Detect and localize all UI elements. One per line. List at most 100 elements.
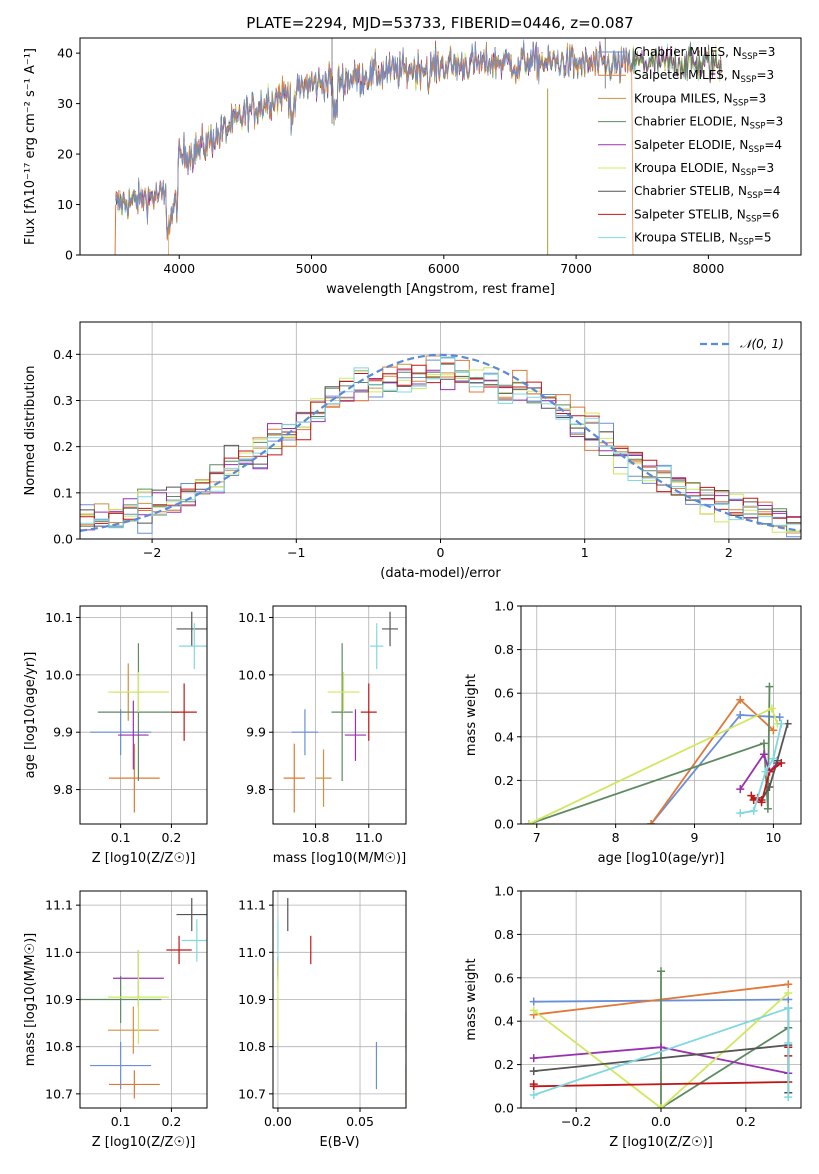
- plot-area-3: [283, 611, 399, 813]
- axes-frame: [520, 605, 802, 825]
- y-tick-label: 11.0: [45, 945, 73, 960]
- x-axis-label: mass [log10(M/M☉)]: [273, 851, 406, 866]
- y-axis-label: mass weight: [464, 674, 479, 756]
- weight-marker: [765, 682, 774, 691]
- x-tick-label: 2: [725, 545, 733, 560]
- x-tick-label: 0: [437, 545, 445, 560]
- figure-title: PLATE=2294, MJD=53733, FIBERID=0446, z=0…: [246, 14, 633, 32]
- y-tick-label: 30: [57, 96, 73, 111]
- y-tick-label: 20: [57, 147, 73, 162]
- axes-frame: [79, 37, 802, 256]
- x-tick-label: −1: [287, 545, 305, 560]
- y-axis-label: Flux [fλ10⁻¹⁷ erg cm⁻² s⁻¹ A⁻¹]: [23, 48, 38, 245]
- legend-label: Chabrier STELIB, NSSP=4: [634, 184, 781, 201]
- x-tick-label: 0.2: [161, 1114, 181, 1129]
- y-tick-label: 40: [57, 46, 73, 61]
- y-tick-label: 0.6: [494, 686, 514, 701]
- y-tick-label: 10.9: [45, 992, 73, 1007]
- weight-line: [760, 723, 789, 801]
- weight-line: [528, 707, 779, 824]
- spectrum-line: [115, 42, 633, 255]
- y-tick-label: 10.7: [45, 1086, 73, 1101]
- weight-marker: [759, 739, 768, 748]
- y-tick-label: 1.0: [494, 599, 514, 614]
- weight-line: [650, 714, 780, 824]
- x-axis-label: (data-model)/error: [380, 566, 501, 581]
- y-tick-label: 11.1: [238, 898, 266, 913]
- weight-marker: [784, 1004, 793, 1013]
- y-tick-label: 1.0: [494, 884, 514, 899]
- x-tick-label: 0.2: [161, 830, 181, 845]
- weight-marker: [765, 782, 774, 791]
- y-tick-label: 0.6: [494, 970, 514, 985]
- weight-marker: [775, 713, 784, 722]
- y-tick-label: 10.1: [45, 610, 73, 625]
- weight-marker: [736, 711, 745, 719]
- plot-panels: 4000 5000 6000 7000 8000010203040wavelength …: [23, 37, 802, 1150]
- legend-label: Salpeter STELIB, NSSP=6: [634, 207, 779, 224]
- weight-line: [528, 686, 771, 824]
- x-tick-label: 7: [533, 830, 541, 845]
- legend-label: Chabrier MILES, NSSP=3: [634, 45, 775, 62]
- y-tick-label: 0.2: [494, 773, 514, 788]
- panel-1: −2 −1 0 1 2 0.0 0.1 0.2 0.3 0.4 (data-model)/error…: [23, 321, 802, 581]
- x-tick-label: 9: [691, 830, 699, 845]
- plot-area-4: [524, 682, 792, 824]
- y-tick-label: 0.4: [494, 1014, 514, 1029]
- legend-label: 𝒩(0, 1): [740, 337, 784, 351]
- plot-area-0: [114, 38, 722, 255]
- legend-label: Kroupa STELIB, NSSP=5: [634, 231, 772, 248]
- x-tick-label: 8: [612, 830, 620, 845]
- x-tick-label: 11.0: [355, 830, 383, 845]
- weight-marker: [784, 988, 793, 997]
- weight-line: [739, 752, 778, 790]
- panel-0: 4000 5000 6000 7000 8000 0 10 20 30 40 wavelength …: [23, 37, 802, 297]
- weight-marker: [769, 726, 778, 735]
- y-axis-label: Normed distribution: [23, 366, 38, 496]
- weight-marker: [784, 1038, 793, 1047]
- y-tick-label: 10.8: [45, 1039, 73, 1054]
- x-axis-label: Z [log10(Z/Z☉)]: [609, 1135, 713, 1150]
- weight-marker: [763, 804, 772, 813]
- weight-marker: [749, 806, 758, 815]
- weight-marker: [529, 1006, 538, 1015]
- x-tick-label: 7000: [560, 261, 592, 276]
- weight-marker: [759, 750, 768, 759]
- x-tick-label: 0.1: [111, 830, 131, 845]
- plot-area-5: [80, 898, 207, 1099]
- weight-line: [660, 971, 789, 1108]
- y-tick-label: 0: [65, 248, 73, 263]
- y-tick-label: 10.1: [238, 610, 266, 625]
- y-tick-label: 10.0: [238, 667, 266, 682]
- normal-curve: [80, 353, 801, 532]
- y-tick-label: 10.9: [238, 992, 266, 1007]
- spectrum-line: [115, 39, 633, 237]
- weight-marker: [777, 719, 786, 728]
- weight-marker: [657, 1043, 665, 1052]
- y-tick-label: 0.3: [53, 393, 73, 408]
- x-tick-label: 10.8: [302, 830, 330, 845]
- weight-marker: [529, 1090, 538, 1099]
- weight-marker: [736, 809, 745, 818]
- weight-marker: [736, 695, 745, 704]
- x-tick-label: 0.00: [264, 1114, 292, 1129]
- spectrum-edge: [114, 204, 117, 255]
- x-tick-label: 4000: [163, 261, 195, 276]
- x-axis-label: age [log10(age/yr)]: [598, 851, 725, 866]
- plot-area-7: [529, 967, 793, 1108]
- x-tick-label: −2: [143, 545, 161, 560]
- panel-7: −0.2 0.0 0.2 0.0 0.2 0.4 0.6 0.8 1.0 Z [log10(Z/Z…: [464, 884, 802, 1150]
- y-axis-label: mass [log10(M/M☉)]: [23, 933, 38, 1066]
- y-axis-label: mass weight: [464, 958, 479, 1040]
- weight-marker: [769, 754, 778, 763]
- plot-area-1: [80, 353, 801, 539]
- axes-frame: [79, 605, 208, 825]
- x-axis-label: E(B-V): [319, 1135, 359, 1150]
- weight-marker: [657, 1104, 665, 1108]
- weight-marker: [767, 704, 776, 713]
- y-tick-label: 0.0: [494, 817, 514, 832]
- weight-marker: [757, 798, 766, 807]
- x-tick-label: 10: [765, 830, 781, 845]
- legend-label: Salpeter MILES, NSSP=3: [634, 68, 774, 85]
